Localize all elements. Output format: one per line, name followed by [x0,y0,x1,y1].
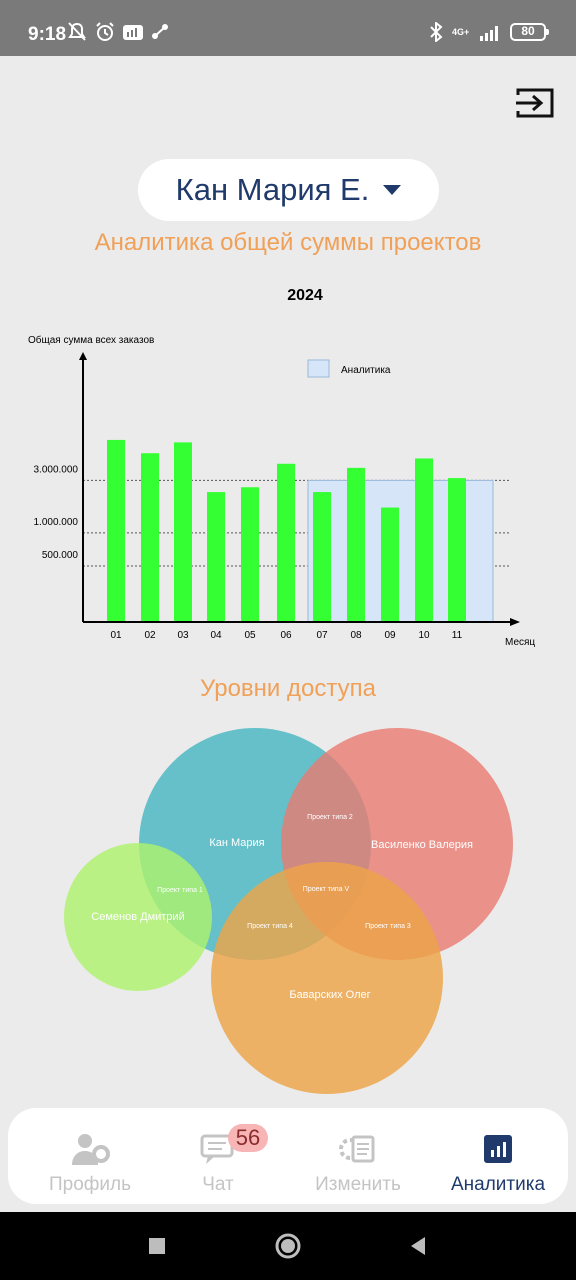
chart-bar-03[interactable] [174,442,192,622]
alarm-icon [96,22,114,41]
share-icon [152,24,168,39]
venn-circle-bavarskih[interactable] [211,862,443,1094]
profile-gear-icon [72,1134,110,1165]
chart-y-tick-label: 500.000 [42,550,79,561]
analytics-title: Аналитика общей суммы проектов [94,229,482,256]
nav-chat[interactable]: 56 Чат [158,1108,278,1204]
bar-chart-svg: 2024 Общая сумма всех заказов Месяц 01 02… [28,287,535,648]
chart-bar-08[interactable] [347,467,365,622]
nav-chat-label: Чат [202,1174,234,1195]
access-venn-diagram: Кан Мария Василенко Валерия Семенов Дмит… [40,716,540,1102]
venn-label-semenov: Семенов Дмитрий [91,911,184,923]
chart-bar-11[interactable] [448,478,466,622]
chart-x-label: Месяц [505,637,535,648]
battery-level: 80 [521,24,535,38]
legend-label: Аналитика [341,365,391,376]
chart-bar-07[interactable] [313,492,331,622]
system-navigation-bar [0,1212,576,1280]
nav-analytics-label: Аналитика [450,1174,546,1195]
chart-bar-04[interactable] [207,492,225,622]
chart-x-tick-label: 03 [177,630,189,641]
venn-label-kan: Кан Мария [209,837,264,849]
recent-apps-icon [149,1238,165,1254]
chart-bar-05[interactable] [241,487,259,622]
nav-profile-label: Профиль [48,1174,132,1195]
revenue-bar-chart: 2024 Общая сумма всех заказов Месяц 01 02… [0,278,576,660]
chart-bar-06[interactable] [277,463,295,622]
network-type-label: 4G+ [452,26,470,37]
chart-bar-02[interactable] [141,453,159,622]
chart-title: 2024 [287,287,323,304]
nav-chat-icon-wrap: 56 [200,1124,268,1166]
venn-intersection-2: Проект типа 2 [307,814,353,821]
caret-down-icon [383,185,402,195]
chat-unread-badge: 56 [228,1124,268,1152]
legend-swatch [307,359,330,378]
analytics-chart-icon [484,1135,512,1163]
selected-user-name: Кан Мария Е. [175,172,370,207]
chart-x-tick-label: 05 [244,630,256,641]
data-saver-icon [123,25,143,40]
signal-icon [480,26,498,41]
chart-x-tick-label: 07 [316,630,328,641]
home-icon [275,1233,301,1259]
edit-document-icon [339,1135,375,1163]
logout-button[interactable] [512,84,558,122]
back-icon [411,1237,425,1255]
chart-x-tick-label: 02 [144,630,156,641]
chart-x-tick-label: 10 [418,630,430,641]
venn-circle-semenov[interactable] [64,843,212,991]
chart-y-label: Общая сумма всех заказов [28,334,154,346]
muted-bell-icon [68,22,86,41]
status-system-icons: 4G+ 80 [428,22,549,42]
chart-x-axis-arrow [510,618,520,626]
battery-icon: 80 [510,23,549,41]
chart-bar-10[interactable] [415,458,433,622]
nav-edit-icon-wrap [339,1132,377,1166]
nav-edit-label: Изменить [315,1174,401,1195]
chart-x-tick-label: 01 [110,630,122,641]
venn-label-bavarskih: Баварских Олег [289,989,370,1001]
venn-label-vasilenko: Василенко Валерия [371,839,473,851]
status-time: 9:18 [28,24,67,45]
nav-profile-icon-wrap [70,1132,110,1166]
status-bar: 9:18 4G+ 80 [0,0,576,56]
chart-x-tick-label: 06 [280,630,292,641]
venn-svg: Кан Мария Василенко Валерия Семенов Дмит… [64,728,513,1094]
chart-y-tick-label: 1.000.000 [34,517,79,528]
recent-apps-button[interactable] [127,1212,187,1280]
venn-intersection-3: Проект типа 3 [365,923,411,930]
chart-y-tick-label: 3.000.000 [34,464,79,475]
nav-profile[interactable]: Профиль [30,1108,150,1204]
chart-x-tick-label: 08 [350,630,362,641]
nav-analytics-icon-wrap [483,1132,513,1166]
chart-x-tick-label: 09 [384,630,396,641]
chart-y-axis-arrow [79,352,87,360]
venn-intersection-v: Проект типа V [303,886,350,893]
chart-bar-01[interactable] [107,439,125,622]
venn-intersection-4: Проект типа 4 [247,923,293,930]
home-button[interactable] [258,1212,318,1280]
status-notification-icons [66,22,170,42]
chart-x-tick-label: 04 [210,630,222,641]
chart-bar-09[interactable] [381,507,399,622]
access-levels-title: Уровни доступа [200,675,376,702]
nav-edit[interactable]: Изменить [298,1108,418,1204]
bottom-navigation: Профиль 56 Чат Изменить [8,1108,568,1204]
nav-analytics[interactable]: Аналитика [438,1108,558,1204]
back-button[interactable] [388,1212,448,1280]
logout-icon [516,88,554,118]
chart-x-tick-label: 11 [452,630,463,641]
venn-intersection-1: Проект типа 1 [157,887,203,894]
bluetooth-icon [430,22,443,42]
user-selector-dropdown[interactable]: Кан Мария Е. [138,159,439,221]
